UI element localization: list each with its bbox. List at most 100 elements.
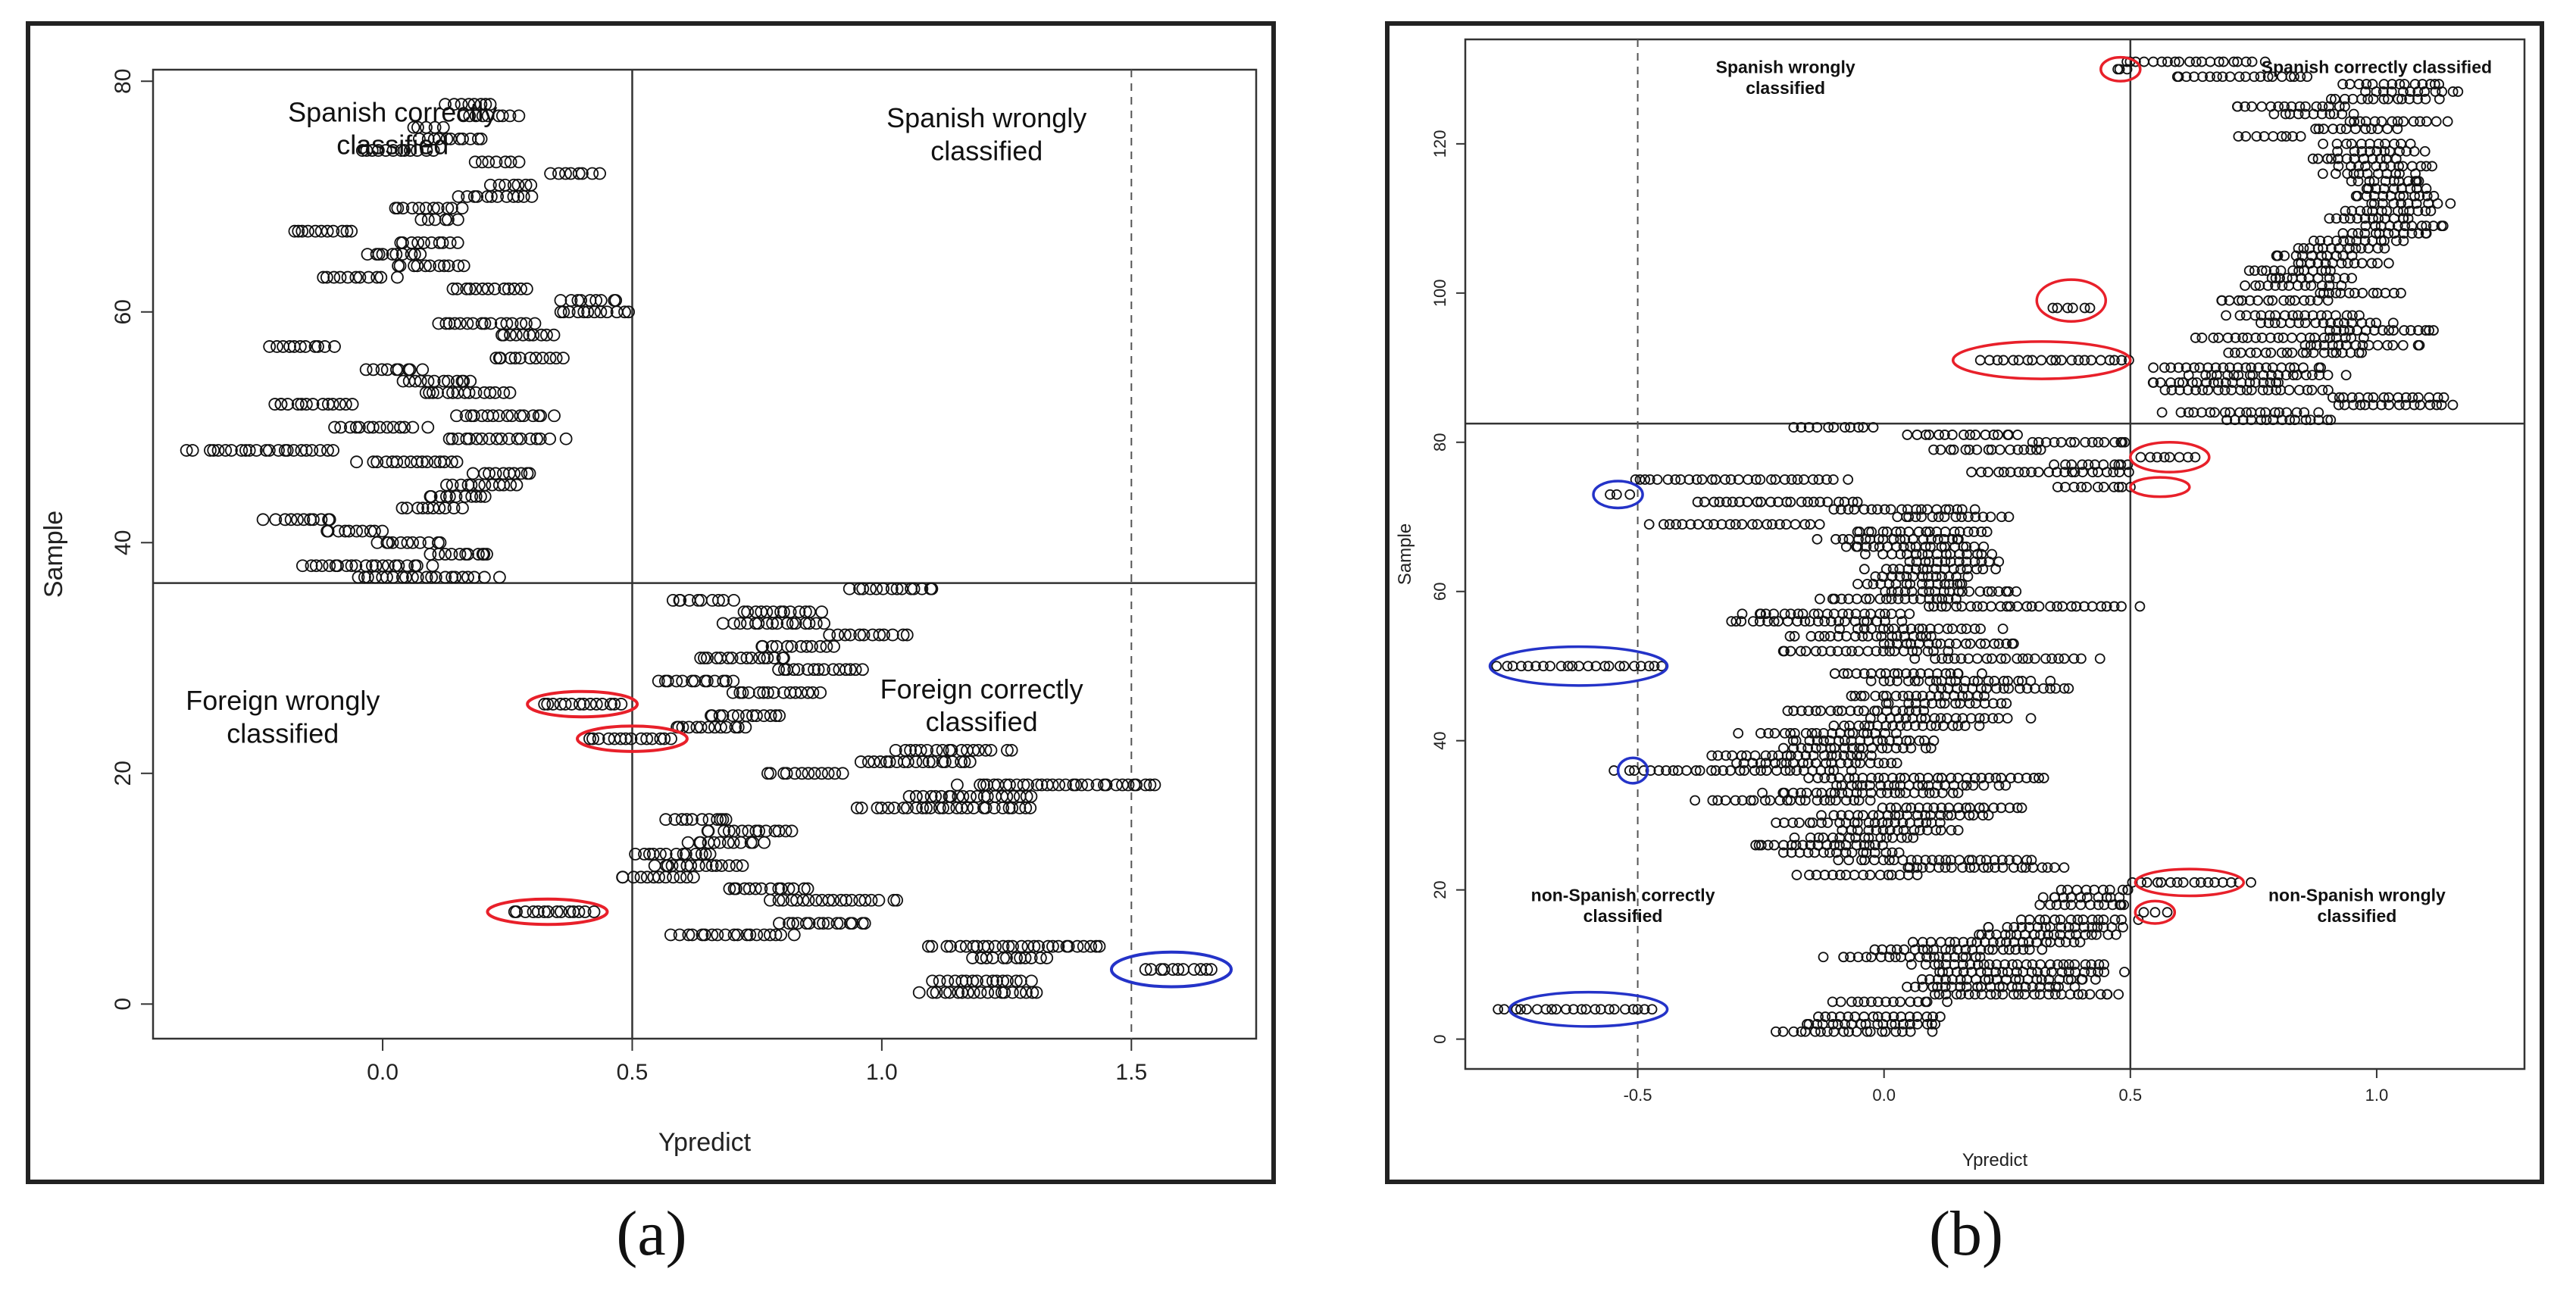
data-point: [2116, 914, 2127, 925]
data-point: [523, 467, 536, 480]
data-point: [1903, 690, 1915, 702]
data-point: [1993, 713, 2004, 724]
data-point: [801, 663, 814, 677]
data-point: [416, 502, 430, 514]
data-point: [1872, 1019, 1884, 1030]
data-point: [1830, 795, 1841, 806]
data-point: [1890, 1019, 1901, 1030]
data-point: [519, 905, 532, 918]
data-point: [2253, 362, 2264, 373]
data-point: [2093, 967, 2104, 977]
data-point: [1961, 780, 1972, 791]
data-point: [1872, 735, 1884, 746]
data-point: [2313, 407, 2324, 418]
data-point: [1899, 586, 1911, 597]
data-point: [1769, 727, 1780, 739]
data-point: [1862, 578, 1873, 589]
data-point: [524, 352, 537, 365]
data-point: [449, 489, 463, 503]
data-point: [1905, 1019, 1915, 1030]
data-point: [2083, 459, 2094, 470]
data-point: [295, 559, 309, 573]
data-point: [2281, 407, 2293, 418]
data-point: [2406, 228, 2418, 239]
data-point: [2127, 877, 2138, 888]
data-point: [483, 467, 496, 480]
data-point: [2318, 138, 2329, 149]
data-point: [761, 767, 774, 780]
data-point: [769, 709, 783, 723]
data-point: [1933, 690, 1944, 702]
data-point: [1829, 593, 1840, 605]
data-point: [1971, 601, 1983, 612]
data-point: [2310, 123, 2321, 135]
data-point: [1975, 638, 1987, 649]
data-point: [899, 743, 912, 757]
data-point: [2290, 250, 2302, 261]
data-point: [432, 317, 445, 330]
data-point: [2062, 884, 2073, 895]
data-point: [396, 202, 410, 215]
data-point: [2024, 914, 2035, 925]
data-point: [1753, 839, 1765, 851]
data-point: [809, 893, 823, 907]
data-point: [1890, 787, 1900, 799]
data-point: [1921, 504, 1933, 515]
data-point: [538, 905, 551, 918]
data-point: [389, 202, 402, 215]
data-point: [1832, 645, 1843, 657]
data-point: [2077, 459, 2088, 470]
data-point: [1906, 586, 1918, 597]
data-point: [1724, 519, 1736, 530]
data-point: [741, 605, 755, 619]
data-point: [2109, 601, 2120, 612]
data-point: [1917, 936, 1928, 948]
data-point: [1992, 355, 2003, 366]
data-point: [1834, 870, 1846, 880]
data-point: [2338, 325, 2349, 336]
data-point: [495, 432, 508, 445]
data-point: [2040, 967, 2051, 977]
data-point: [2233, 370, 2244, 381]
data-point: [733, 617, 747, 630]
data-point: [1611, 489, 1622, 500]
data-point: [514, 352, 527, 365]
data-point: [817, 917, 830, 930]
data-point: [1924, 430, 1935, 440]
data-point: [1910, 511, 1921, 523]
data-point: [2345, 347, 2356, 358]
data-point: [2376, 205, 2387, 217]
data-point: [2246, 56, 2258, 67]
data-point: [843, 582, 856, 595]
data-point: [716, 617, 730, 630]
data-point: [1646, 1004, 1658, 1015]
data-point: [1747, 519, 1758, 530]
data-point: [1942, 996, 1953, 1008]
data-point: [1755, 496, 1767, 508]
data-point: [1805, 519, 1816, 530]
data-point: [783, 605, 797, 619]
data-point: [686, 870, 700, 884]
data-point: [815, 767, 828, 780]
data-point: [1730, 519, 1741, 530]
data-point: [2010, 944, 2021, 955]
data-point: [442, 259, 455, 273]
data-point: [2331, 213, 2342, 224]
data-point: [2003, 511, 2015, 523]
data-point: [1953, 802, 1964, 814]
data-point: [1702, 519, 1713, 530]
data-point: [1908, 832, 1919, 843]
data-point: [2013, 773, 2024, 783]
data-point: [2072, 914, 2084, 925]
data-point: [2046, 653, 2058, 664]
data-point: [581, 305, 595, 319]
data-point: [1991, 959, 2002, 970]
data-point: [440, 478, 453, 492]
data-point: [531, 905, 545, 918]
data-point: [1681, 765, 1692, 776]
data-point: [445, 432, 459, 445]
data-point: [2165, 377, 2177, 388]
data-point: [2049, 436, 2060, 448]
data-point: [1768, 839, 1780, 851]
data-point: [789, 617, 802, 630]
